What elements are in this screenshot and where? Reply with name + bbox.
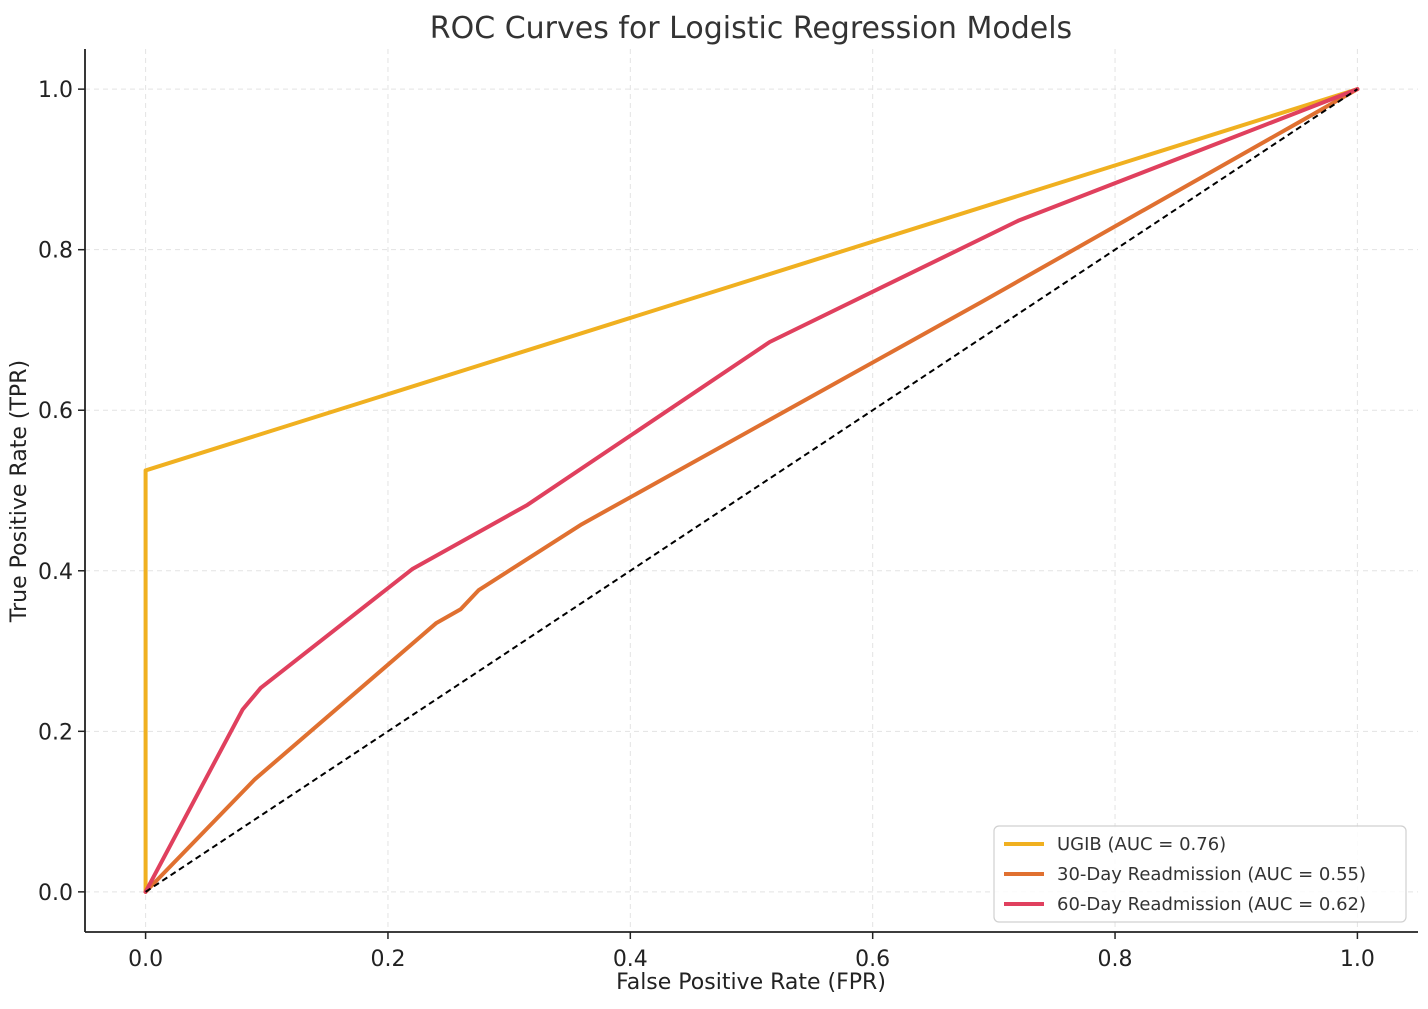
y-tick-label: 0.4 [38, 560, 73, 585]
y-tick-label: 0.0 [38, 881, 73, 906]
x-tick-label: 0.4 [613, 947, 648, 972]
series-line-2 [143, 87, 1360, 894]
y-tick-label: 0.8 [38, 239, 73, 264]
x-tick-label: 0.8 [1098, 947, 1133, 972]
x-tick-label: 0.2 [370, 947, 405, 972]
legend-label-3: 60-Day Readmission (AUC = 0.62) [1057, 894, 1366, 915]
series-layer [143, 87, 1360, 894]
legend-box [993, 825, 1407, 923]
grid [85, 49, 1418, 932]
x-tick-label: 0.6 [855, 947, 890, 972]
y-axis-label: True Positive Rate (TPR) [7, 360, 32, 623]
x-tick-label: 0.0 [128, 947, 163, 972]
axes [84, 49, 1418, 933]
y-tick-label: 0.6 [38, 399, 73, 424]
series-line-3 [143, 87, 1360, 894]
series-line-1 [143, 87, 1360, 894]
legend-label-2: 30-Day Readmission (AUC = 0.55) [1057, 864, 1366, 885]
reference-diagonal-line [145, 88, 1358, 893]
x-tick-label: 1.0 [1340, 947, 1375, 972]
legend-label-1: UGIB (AUC = 0.76) [1057, 834, 1226, 855]
ticks: 0.0 0.2 0.4 0.6 0.8 1.0 0.0 0.2 0.4 0.6 0.8 1.0 [38, 78, 1375, 972]
y-tick-label: 0.2 [38, 720, 73, 745]
x-axis-label: False Positive Rate (FPR) [616, 970, 886, 995]
y-tick-label: 1.0 [38, 78, 73, 103]
chart-title: ROC Curves for Logistic Regression Model… [430, 11, 1072, 46]
legend: UGIB (AUC = 0.76) 30-Day Readmission (AUC… [993, 825, 1407, 923]
